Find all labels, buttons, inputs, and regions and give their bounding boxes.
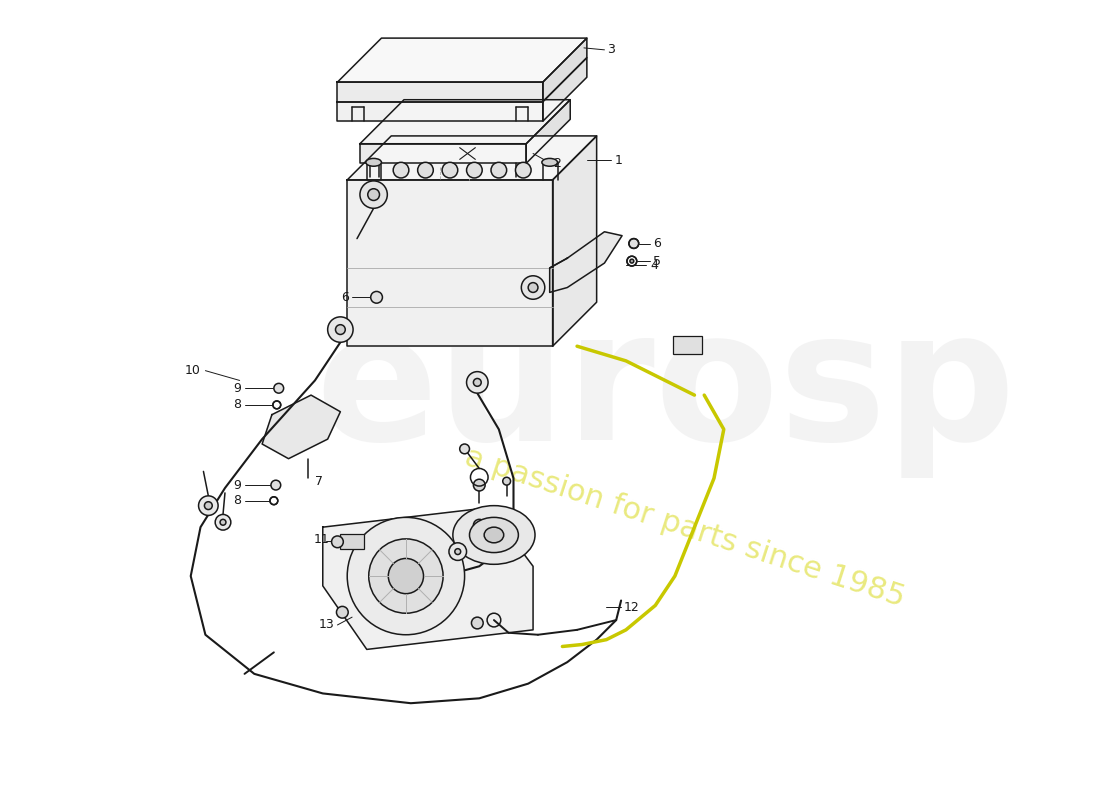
Circle shape	[473, 479, 485, 491]
Circle shape	[348, 518, 464, 634]
Text: 5: 5	[653, 254, 661, 268]
Circle shape	[491, 162, 507, 178]
Text: 6: 6	[341, 291, 349, 304]
Text: 7: 7	[315, 474, 323, 488]
Circle shape	[627, 256, 637, 266]
Circle shape	[368, 539, 443, 614]
Polygon shape	[338, 82, 542, 102]
FancyBboxPatch shape	[340, 534, 364, 549]
Circle shape	[367, 189, 380, 201]
Circle shape	[528, 282, 538, 293]
Circle shape	[503, 478, 510, 485]
Circle shape	[220, 519, 225, 525]
Circle shape	[466, 372, 488, 393]
Text: 11: 11	[314, 534, 330, 546]
Text: 1: 1	[614, 154, 623, 167]
Text: 8: 8	[233, 398, 242, 411]
Ellipse shape	[542, 158, 558, 166]
Text: 10: 10	[185, 364, 200, 377]
Ellipse shape	[366, 158, 382, 166]
Ellipse shape	[470, 518, 518, 553]
Polygon shape	[338, 102, 542, 122]
Polygon shape	[262, 395, 340, 458]
Text: 4: 4	[650, 258, 658, 271]
Polygon shape	[526, 100, 570, 163]
Polygon shape	[338, 38, 587, 82]
Polygon shape	[348, 136, 596, 180]
Circle shape	[460, 444, 470, 454]
Text: 2: 2	[553, 157, 561, 170]
Polygon shape	[542, 58, 587, 122]
Text: 12: 12	[624, 601, 640, 614]
Circle shape	[328, 317, 353, 342]
Ellipse shape	[453, 506, 535, 564]
Text: a passion for parts since 1985: a passion for parts since 1985	[461, 442, 909, 612]
Polygon shape	[360, 144, 526, 163]
Ellipse shape	[484, 527, 504, 543]
Circle shape	[629, 238, 639, 248]
Circle shape	[454, 549, 461, 554]
Circle shape	[199, 496, 218, 515]
Circle shape	[271, 480, 281, 490]
Circle shape	[449, 543, 466, 561]
Circle shape	[205, 502, 212, 510]
Text: eurosp: eurosp	[315, 302, 1015, 478]
Text: 13: 13	[319, 618, 334, 631]
Text: 8: 8	[233, 494, 242, 507]
Circle shape	[521, 276, 544, 299]
Circle shape	[418, 162, 433, 178]
Circle shape	[274, 383, 284, 393]
Circle shape	[273, 401, 280, 409]
Text: 3: 3	[607, 43, 615, 56]
Circle shape	[473, 378, 481, 386]
Polygon shape	[348, 180, 552, 346]
Circle shape	[216, 514, 231, 530]
Text: 9: 9	[233, 478, 242, 491]
Circle shape	[371, 291, 383, 303]
Circle shape	[388, 558, 424, 594]
Circle shape	[360, 181, 387, 208]
Circle shape	[473, 519, 485, 531]
Text: 9: 9	[233, 382, 242, 394]
Circle shape	[472, 617, 483, 629]
Text: 6: 6	[653, 237, 661, 250]
FancyBboxPatch shape	[673, 337, 702, 354]
Circle shape	[393, 162, 409, 178]
Circle shape	[516, 162, 531, 178]
Circle shape	[630, 259, 634, 263]
Circle shape	[336, 325, 345, 334]
Circle shape	[331, 536, 343, 548]
Circle shape	[270, 497, 278, 505]
Circle shape	[442, 162, 458, 178]
Polygon shape	[550, 232, 623, 293]
Polygon shape	[360, 100, 570, 144]
Polygon shape	[552, 136, 596, 346]
Polygon shape	[322, 507, 534, 650]
Circle shape	[337, 606, 349, 618]
Circle shape	[466, 162, 482, 178]
Polygon shape	[542, 38, 587, 102]
